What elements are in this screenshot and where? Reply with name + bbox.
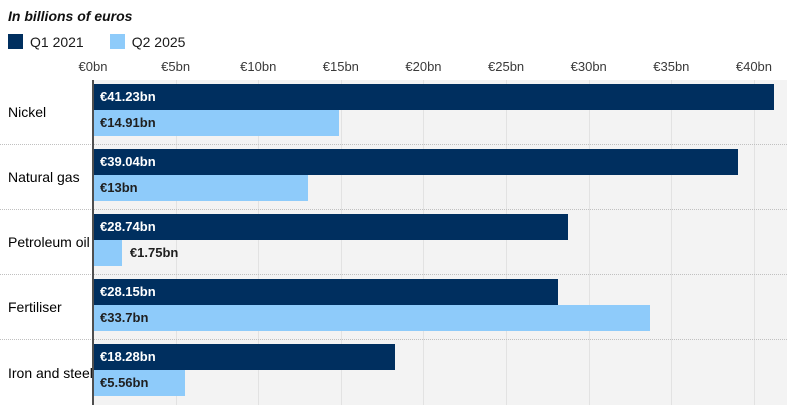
- row-plot: €18.28bn €5.56bn: [93, 340, 787, 405]
- y-axis-line: [92, 80, 94, 405]
- row-plot: €41.23bn €14.91bn: [93, 80, 787, 144]
- axis-tick-label: €40bn: [735, 59, 773, 74]
- bar-rows: Nickel €41.23bn €14.91bn Natural gas €39.04b…: [0, 80, 787, 405]
- bar-value-label: €28.74bn: [100, 219, 156, 234]
- gridline: [423, 80, 425, 405]
- bar-q1-2021: €39.04bn: [93, 149, 739, 175]
- table-row: Fertiliser €28.15bn €33.7bn: [0, 275, 787, 340]
- axis-tick-label: €35bn: [653, 59, 690, 74]
- table-row: Natural gas €39.04bn €13bn: [0, 145, 787, 210]
- category-label: Fertiliser: [8, 299, 62, 315]
- bar-value-label: €18.28bn: [100, 349, 156, 364]
- axis-tick-label: €10bn: [240, 59, 277, 74]
- bar-value-label: €1.75bn: [129, 245, 179, 260]
- bar-value-label: €13bn: [100, 180, 138, 195]
- axis-tick-label: €5bn: [161, 59, 191, 74]
- axis-tick-label: €15bn: [322, 59, 359, 74]
- legend: Q1 2021 Q2 2025: [8, 33, 787, 50]
- legend-item: Q2 2025: [109, 33, 186, 50]
- legend-swatch-q2-2025: [109, 34, 125, 49]
- bar-q1-2021: €18.28bn: [93, 344, 396, 370]
- bar-value-label: €14.91bn: [100, 115, 156, 130]
- bar-q2-2025: €1.75bn: [93, 240, 178, 266]
- row-plot: €28.74bn €1.75bn: [93, 210, 787, 274]
- grouped-bar-chart: In billions of euros Q1 2021 Q2 2025 €0bn…: [0, 8, 787, 405]
- table-row: Iron and steel €18.28bn €5.56bn: [0, 340, 787, 405]
- bar-q2-2025: €13bn: [93, 175, 308, 201]
- category-label: Natural gas: [8, 169, 80, 185]
- bar-q2-2025: €33.7bn: [93, 305, 650, 331]
- bar-value-label: €28.15bn: [100, 284, 156, 299]
- bar-value-label: €39.04bn: [100, 154, 156, 169]
- category-label: Nickel: [8, 104, 47, 120]
- gridline: [588, 80, 590, 405]
- legend-swatch-q1-2021: [8, 34, 23, 49]
- gridline: [175, 80, 177, 405]
- table-row: Petroleum oil €28.74bn €1.75bn: [0, 210, 787, 275]
- axis-tick-label: €30bn: [570, 59, 607, 74]
- category-label: Iron and steel: [8, 364, 93, 381]
- bar-value-label: €5.56bn: [100, 375, 149, 390]
- bar-q2-2025: €5.56bn: [93, 370, 185, 396]
- gridline: [258, 80, 260, 405]
- axis-tick-label: €25bn: [488, 59, 525, 74]
- plot-area: Nickel €41.23bn €14.91bn Natural gas €39.04b…: [0, 80, 787, 405]
- bar-value-label: €41.23bn: [100, 89, 156, 104]
- bar-q1-2021: €28.74bn: [93, 214, 568, 240]
- bar-value-label: €33.7bn: [100, 310, 149, 325]
- axis-tick-label: €20bn: [405, 59, 442, 74]
- legend-label: Q1 2021: [30, 33, 84, 50]
- row-plot: €39.04bn €13bn: [93, 145, 787, 209]
- table-row: Nickel €41.23bn €14.91bn: [0, 80, 787, 145]
- x-axis: €0bn €5bn €10bn €15bn €20bn €25bn €30bn €35bn €4…: [79, 49, 787, 80]
- gridline: [340, 80, 342, 405]
- bar-q2-2025: €14.91bn: [93, 110, 340, 136]
- axis-tick-label: €0bn: [78, 59, 108, 74]
- chart-title: In billions of euros: [8, 8, 133, 24]
- category-label: Petroleum oil: [8, 234, 90, 250]
- gridline: [753, 80, 755, 405]
- gridline: [506, 80, 508, 405]
- bar-q1-2021: €28.15bn: [93, 279, 559, 305]
- row-plot: €28.15bn €33.7bn: [93, 275, 787, 339]
- bar-q1-2021: €41.23bn: [93, 84, 775, 110]
- legend-label: Q2 2025: [131, 33, 186, 50]
- legend-item: Q1 2021: [8, 34, 84, 50]
- gridline: [671, 80, 673, 405]
